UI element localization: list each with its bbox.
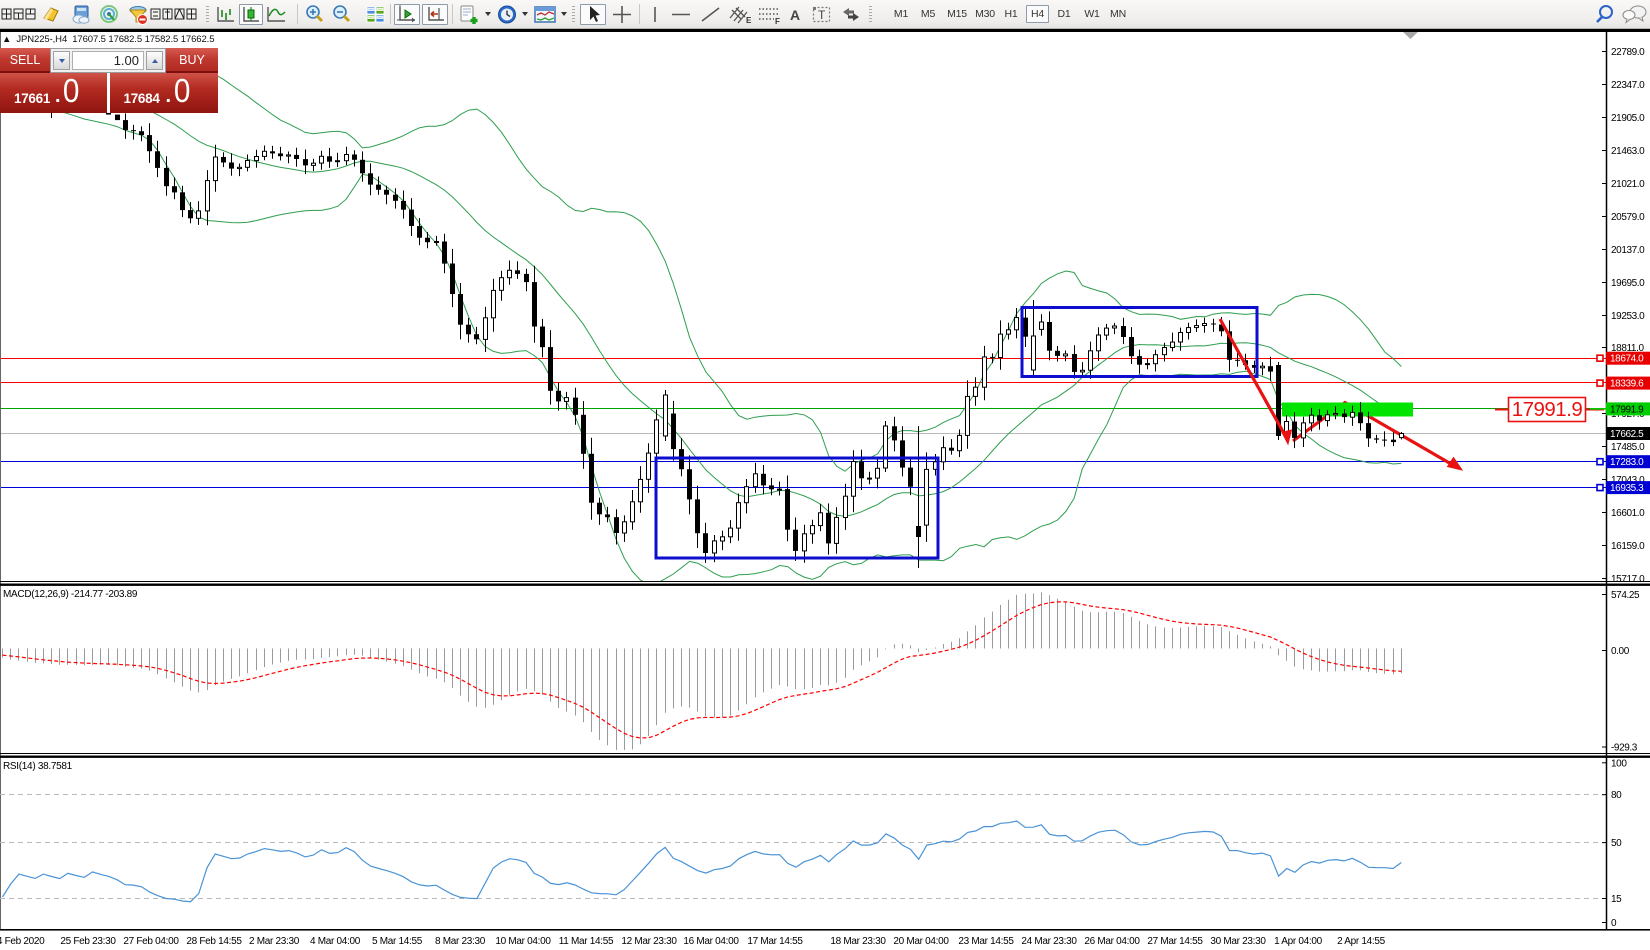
svg-text:17043.0: 17043.0 <box>1611 475 1645 486</box>
svg-text:18339.6: 18339.6 <box>1610 379 1644 390</box>
svg-text:RSI(14) 38.7581: RSI(14) 38.7581 <box>3 761 73 772</box>
svg-text:27 Feb 04:00: 27 Feb 04:00 <box>123 936 179 947</box>
svg-text:E: E <box>746 16 752 25</box>
svg-text:17991.9: 17991.9 <box>1512 398 1583 421</box>
svg-text:17991.9: 17991.9 <box>1610 404 1644 415</box>
svg-text:21021.0: 21021.0 <box>1611 179 1645 190</box>
svg-text:22789.0: 22789.0 <box>1611 47 1645 58</box>
svg-text:19695.0: 19695.0 <box>1611 278 1645 289</box>
svg-text:22347.0: 22347.0 <box>1611 80 1645 91</box>
svg-text:MACD(12,26,9) -214.77 -203.89: MACD(12,26,9) -214.77 -203.89 <box>3 589 138 600</box>
svg-text:574.25: 574.25 <box>1611 590 1640 601</box>
svg-text:80: 80 <box>1611 790 1622 801</box>
svg-text:17283.0: 17283.0 <box>1610 457 1644 468</box>
svg-text:1 Apr 04:00: 1 Apr 04:00 <box>1274 936 1323 947</box>
svg-text:20137.0: 20137.0 <box>1611 245 1645 256</box>
svg-text:12 Mar 23:30: 12 Mar 23:30 <box>621 936 677 947</box>
svg-text:0: 0 <box>1611 918 1617 929</box>
svg-text:24 Mar 23:30: 24 Mar 23:30 <box>1021 936 1077 947</box>
svg-text:21463.0: 21463.0 <box>1611 146 1645 157</box>
svg-text:16159.0: 16159.0 <box>1611 541 1645 552</box>
svg-text:23 Mar 14:55: 23 Mar 14:55 <box>958 936 1014 947</box>
svg-text:2 Mar 23:30: 2 Mar 23:30 <box>249 936 300 947</box>
svg-text:-929.3: -929.3 <box>1611 743 1638 754</box>
svg-text:8 Mar 23:30: 8 Mar 23:30 <box>435 936 486 947</box>
svg-text:18811.0: 18811.0 <box>1611 343 1644 354</box>
svg-text:15717.0: 15717.0 <box>1611 574 1645 585</box>
svg-text:2 Apr 14:55: 2 Apr 14:55 <box>1337 936 1386 947</box>
svg-text:16935.3: 16935.3 <box>1610 483 1644 494</box>
svg-text:18674.0: 18674.0 <box>1610 354 1644 365</box>
svg-text:17 Mar 14:55: 17 Mar 14:55 <box>747 936 803 947</box>
svg-text:11 Mar 14:55: 11 Mar 14:55 <box>559 936 614 947</box>
svg-text:18 Mar 23:30: 18 Mar 23:30 <box>830 936 886 947</box>
svg-text:16601.0: 16601.0 <box>1611 508 1645 519</box>
svg-text:17662.5: 17662.5 <box>1610 429 1644 440</box>
svg-text:28 Feb 14:55: 28 Feb 14:55 <box>186 936 242 947</box>
svg-text:24 Feb 2020: 24 Feb 2020 <box>0 936 45 947</box>
svg-text:4 Mar 04:00: 4 Mar 04:00 <box>310 936 361 947</box>
svg-text:25 Feb 23:30: 25 Feb 23:30 <box>60 936 116 947</box>
svg-text:16 Mar 04:00: 16 Mar 04:00 <box>683 936 739 947</box>
svg-text:21905.0: 21905.0 <box>1611 113 1645 124</box>
svg-text:5 Mar 14:55: 5 Mar 14:55 <box>372 936 423 947</box>
svg-text:T: T <box>818 8 826 22</box>
svg-text:50: 50 <box>1611 838 1622 849</box>
svg-text:20 Mar 04:00: 20 Mar 04:00 <box>893 936 949 947</box>
svg-text:19253.0: 19253.0 <box>1611 311 1645 322</box>
svg-text:27 Mar 14:55: 27 Mar 14:55 <box>1147 936 1203 947</box>
svg-text:30 Mar 23:30: 30 Mar 23:30 <box>1210 936 1266 947</box>
svg-text:100: 100 <box>1611 758 1627 769</box>
svg-text:0.00: 0.00 <box>1611 646 1630 657</box>
svg-text:F: F <box>775 17 780 25</box>
svg-text:15: 15 <box>1611 894 1622 905</box>
svg-text:10 Mar 04:00: 10 Mar 04:00 <box>495 936 551 947</box>
svg-text:26 Mar 04:00: 26 Mar 04:00 <box>1084 936 1140 947</box>
svg-text:17485.0: 17485.0 <box>1611 442 1645 453</box>
svg-text:20579.0: 20579.0 <box>1611 212 1645 223</box>
